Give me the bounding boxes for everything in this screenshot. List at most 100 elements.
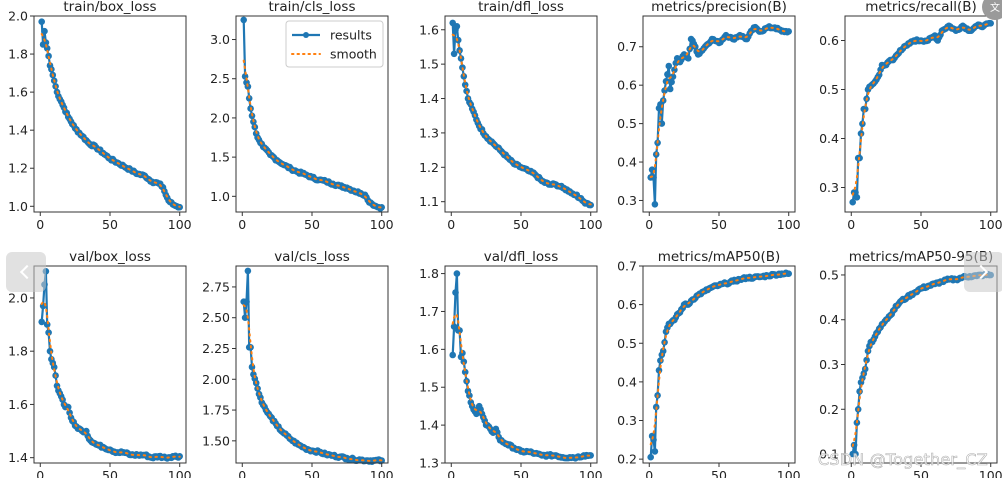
data-point (41, 27, 48, 35)
x-tick-label: 100 (777, 217, 801, 232)
data-point (856, 388, 863, 395)
results-markers (849, 19, 994, 206)
x-tick-label: 0 (645, 468, 653, 478)
smooth-line (40, 300, 181, 459)
smooth-line (40, 33, 181, 208)
data-point (452, 289, 459, 296)
y-tick-label: 0.1 (819, 447, 839, 462)
x-tick-label: 50 (513, 217, 529, 232)
results-line (851, 273, 991, 456)
y-tick-label: 2.00 (202, 372, 230, 387)
data-point (849, 198, 856, 206)
data-point (45, 329, 52, 336)
data-point (466, 392, 473, 399)
results-line (649, 25, 790, 206)
axes-frame (33, 265, 187, 464)
x-tick-label: 50 (711, 217, 727, 232)
data-point (38, 318, 45, 326)
y-tick-label: 0.2 (617, 452, 637, 467)
data-point (461, 368, 469, 376)
y-tick-label: 1.4 (8, 450, 28, 465)
data-point (987, 20, 994, 27)
subplot-title: train/cls_loss (268, 0, 355, 15)
x-tick-label: 0 (645, 217, 653, 232)
results-line (242, 269, 383, 463)
data-point (853, 194, 861, 201)
data-point (450, 50, 458, 58)
subplot-metrics-precision-b-: metrics/precision(B) 0 50 100 0.3 0.4 0.5 0.6 0.… (617, 0, 801, 232)
y-tick-label: 1.5 (210, 150, 230, 165)
data-point (850, 441, 858, 449)
results-markers (38, 268, 183, 462)
y-tick-label: 0.7 (617, 259, 637, 274)
legend-results-marker (303, 32, 309, 38)
subplot-title: metrics/mAP50-95(B) (849, 249, 994, 265)
x-tick-label: 50 (513, 468, 529, 478)
x-tick-label: 0 (447, 217, 455, 232)
results-line (40, 270, 181, 460)
x-tick-label: 0 (36, 468, 44, 478)
subplot-val-cls-loss: val/cls_loss 0 50 100 1.50 1.75 2.00 2.25 2.50 2.… (202, 249, 394, 478)
y-tick-label: 0.5 (819, 82, 839, 97)
subplot-metrics-recall-b-: metrics/recall(B) 0 50 100 0.3 0.4 0.5 0.6 (819, 0, 1002, 232)
y-tick-label: 1.6 (419, 22, 439, 37)
subplot-title: val/cls_loss (274, 249, 350, 265)
y-tick-label: 1.5 (419, 380, 439, 395)
y-tick-label: 0.3 (819, 180, 839, 195)
next-image-button[interactable] (964, 252, 1002, 292)
data-point (38, 18, 45, 26)
data-point (240, 16, 247, 24)
x-tick-label: 100 (979, 217, 1002, 232)
y-tick-label: 0.2 (819, 402, 839, 417)
smooth-line (649, 272, 790, 446)
y-tick-label: 0.6 (617, 78, 637, 93)
y-tick-label: 1.7 (419, 304, 439, 319)
x-tick-label: 50 (304, 217, 320, 232)
y-tick-label: 2.50 (202, 310, 230, 325)
y-tick-label: 1.6 (8, 85, 28, 100)
subplot-title: val/dfl_loss (484, 249, 558, 265)
y-tick-label: 0.5 (617, 116, 637, 131)
y-tick-label: 2.0 (210, 110, 230, 125)
results-line (649, 271, 789, 458)
results-markers (647, 23, 792, 208)
legend-label-results: results (330, 28, 372, 43)
subplot-title: train/dfl_loss (478, 0, 564, 15)
data-point (861, 105, 869, 113)
y-tick-label: 0.3 (819, 357, 839, 372)
y-tick-label: 0.4 (617, 374, 637, 389)
x-tick-label: 100 (370, 217, 394, 232)
x-tick-label: 0 (847, 468, 855, 478)
x-tick-label: 100 (168, 468, 192, 478)
previous-image-button[interactable] (6, 252, 46, 292)
subplot-title: metrics/recall(B) (865, 0, 977, 15)
y-tick-label: 1.2 (8, 161, 28, 176)
data-point (449, 351, 457, 359)
data-point (453, 270, 461, 277)
x-tick-label: 100 (168, 217, 192, 232)
y-tick-label: 0.4 (617, 155, 637, 170)
legend: results smooth (285, 20, 384, 68)
y-tick-label: 2.75 (202, 279, 230, 294)
results-markers (449, 270, 594, 462)
data-point (785, 28, 792, 35)
x-tick-label: 50 (304, 468, 320, 478)
y-tick-label: 1.8 (419, 266, 439, 281)
subplot-title: train/box_loss (63, 0, 156, 15)
data-point (669, 73, 677, 80)
x-tick-label: 50 (711, 468, 727, 478)
y-tick-label: 1.3 (419, 125, 439, 140)
axes-frame (444, 265, 598, 464)
subplot-train-box-loss: train/box_loss 0 50 100 1.0 1.2 1.4 1.6 1.8 2.0 (8, 0, 192, 232)
data-point (647, 453, 654, 461)
y-tick-label: 1.50 (202, 433, 230, 448)
results-line (851, 22, 991, 203)
data-point (665, 62, 673, 70)
y-tick-label: 0.6 (819, 33, 839, 48)
legend-box (285, 20, 384, 68)
y-tick-label: 1.75 (202, 403, 230, 418)
y-tick-label: 1.1 (419, 194, 439, 209)
translate-icon[interactable]: 文 (982, 0, 1002, 20)
data-point (243, 298, 250, 306)
